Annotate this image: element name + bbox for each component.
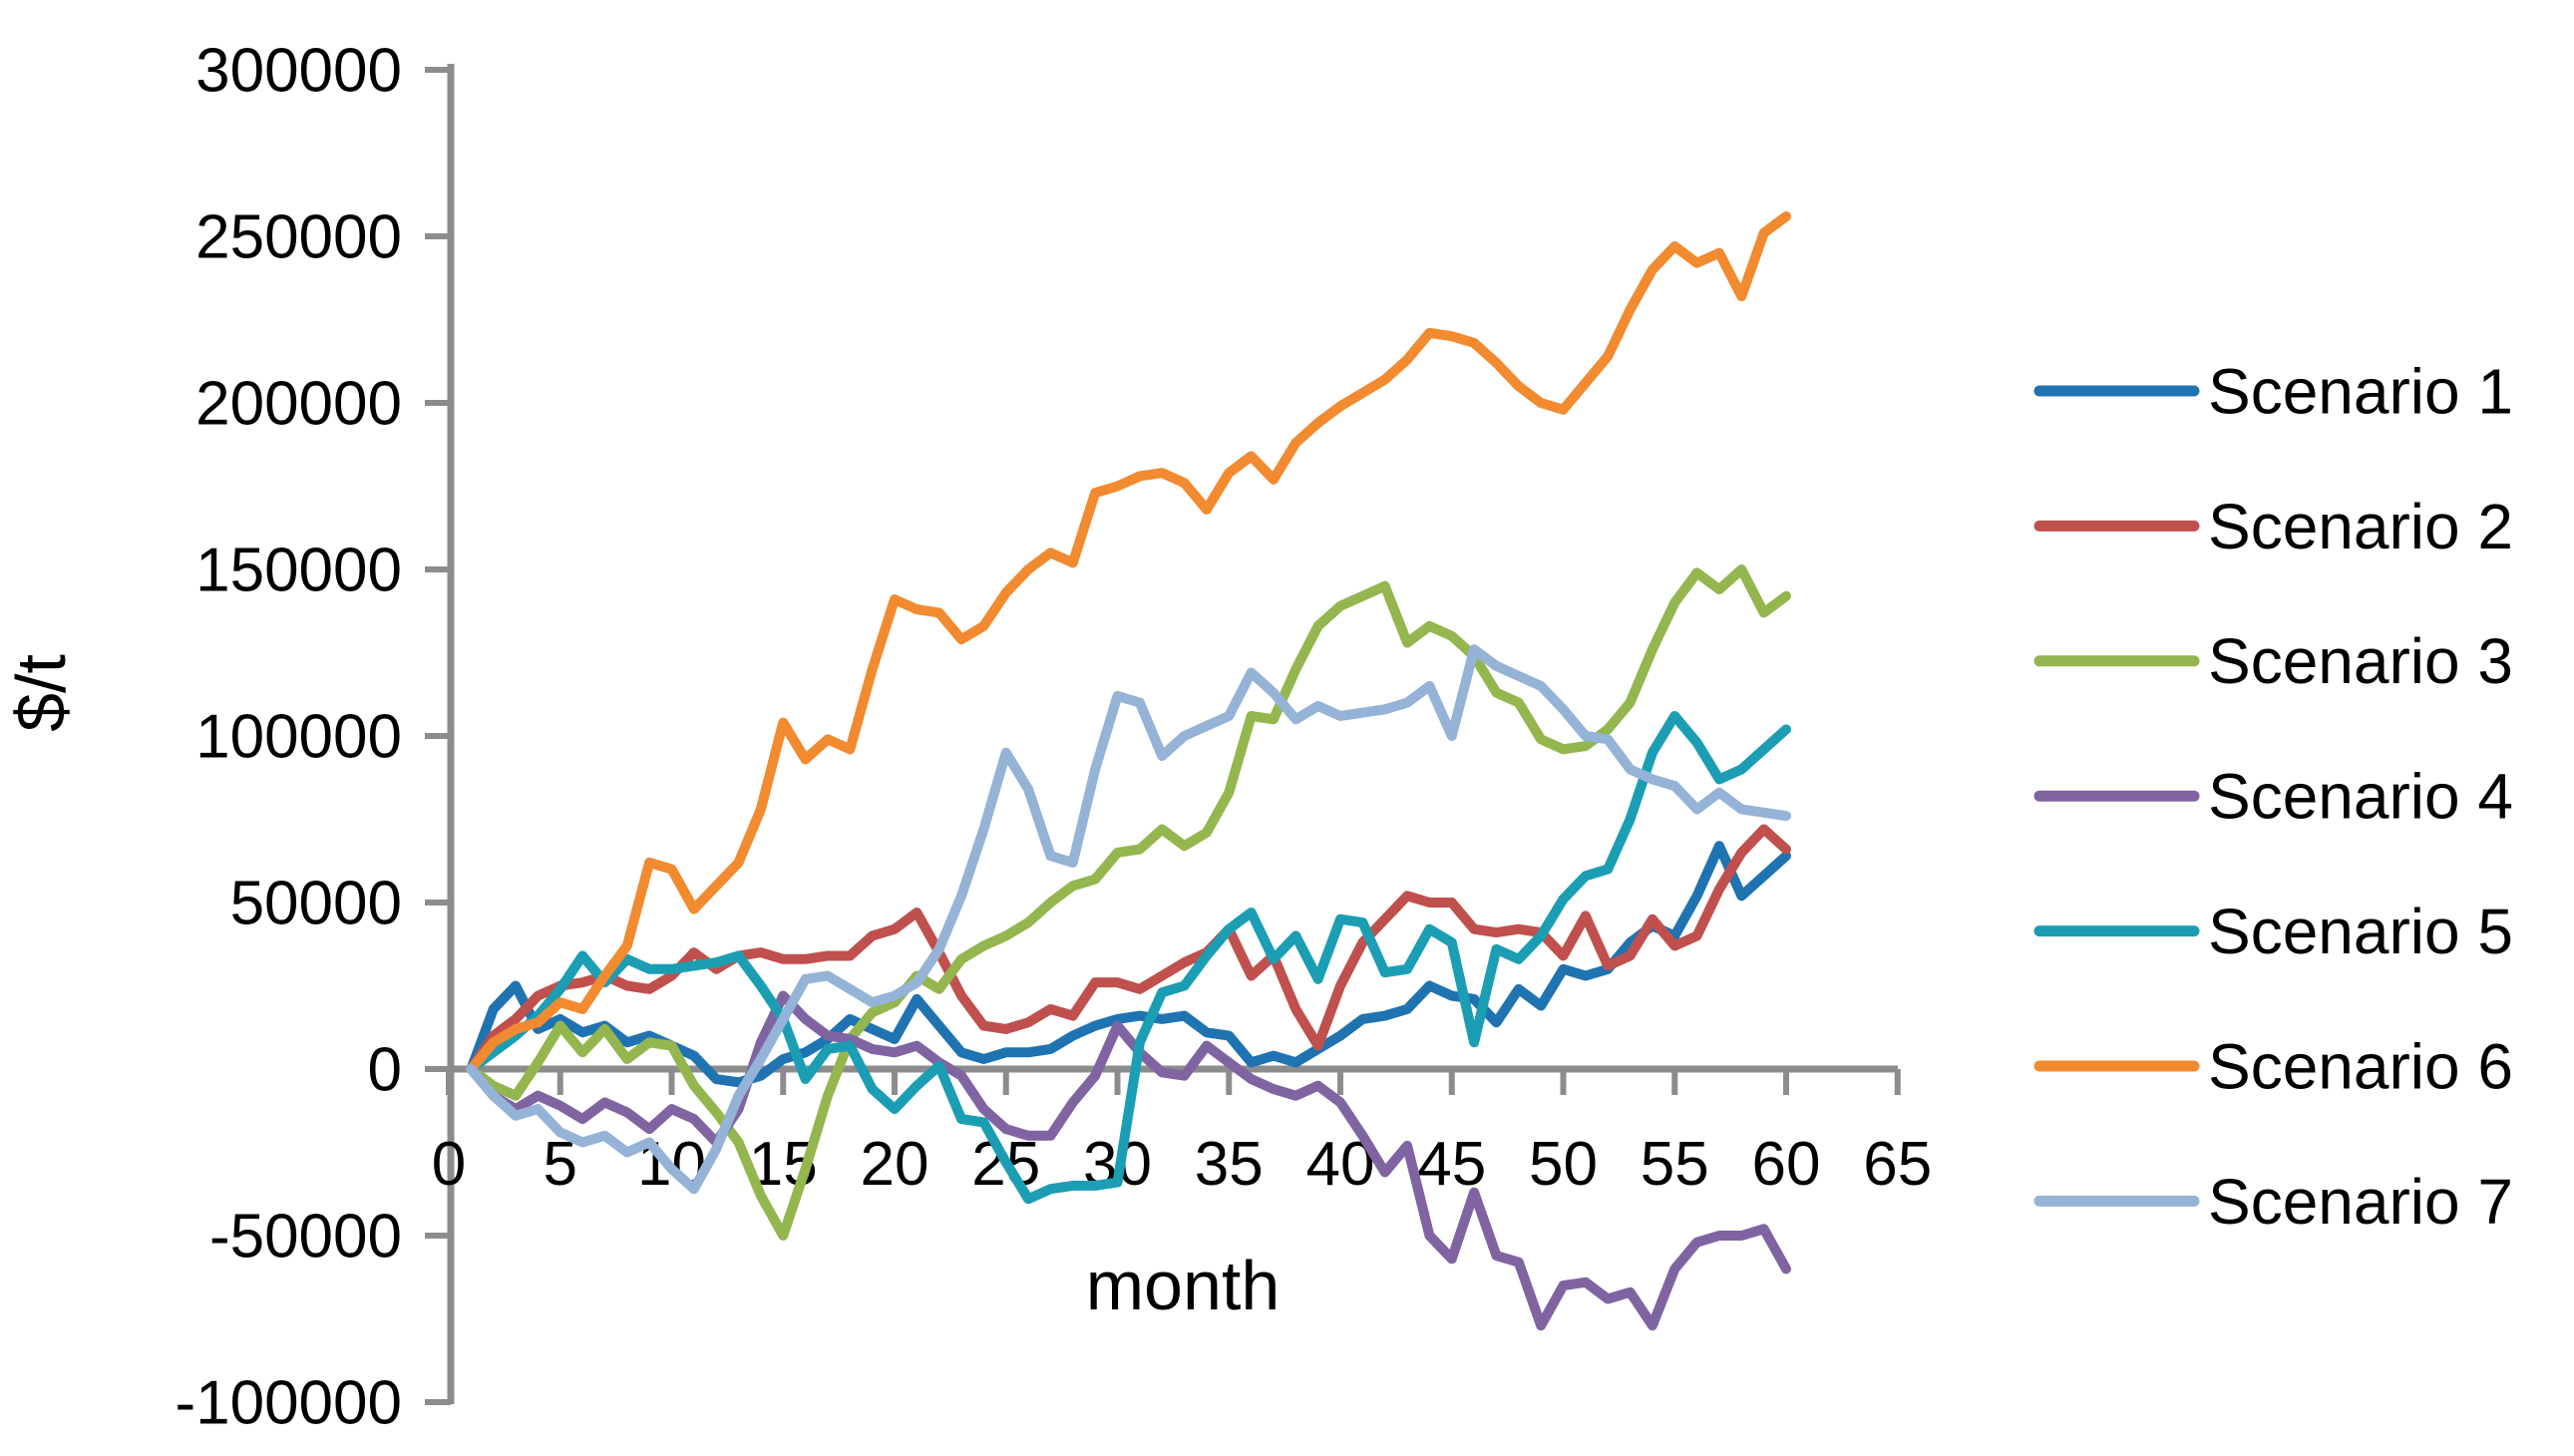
y-tick-label: 250000 [195, 203, 402, 272]
axes-layer: 300000 250000 200000 150000 100000 50000 0 -500… [175, 37, 1932, 1438]
y-axis-title: $/t [2, 654, 80, 732]
series-line-scenario-1 [466, 841, 1791, 1088]
series-line-scenario-2 [466, 824, 1791, 1074]
series-line-scenario-7 [466, 644, 1791, 1195]
x-tick-label: 65 [1863, 1130, 1932, 1199]
legend-label-scenario-3: Scenario 3 [2208, 625, 2513, 697]
x-tick-label: 50 [1529, 1130, 1598, 1199]
legend: Scenario 1 Scenario 2 Scenario 3 Scenario 4… [2033, 355, 2513, 1238]
legend-label-scenario-6: Scenario 6 [2208, 1030, 2513, 1102]
x-tick-label: 0 [432, 1130, 466, 1199]
y-tick-label: 100000 [195, 703, 402, 772]
series-line-scenario-6 [466, 210, 1791, 1074]
legend-label-scenario-4: Scenario 4 [2208, 761, 2513, 833]
y-tick-label: 300000 [195, 37, 402, 106]
x-tick-label: 55 [1641, 1130, 1709, 1199]
x-axis-title: month [1086, 1247, 1281, 1324]
x-tick-label: 45 [1417, 1130, 1486, 1199]
series-line-scenario-5 [466, 710, 1791, 1205]
y-tick-label: 200000 [195, 370, 402, 439]
series-line-scenario-4 [466, 990, 1791, 1331]
legend-label-scenario-1: Scenario 1 [2208, 355, 2513, 427]
y-tick-label: 150000 [195, 537, 402, 605]
y-tick-label: 50000 [230, 870, 402, 938]
x-tick-label: 35 [1195, 1130, 1264, 1199]
x-tick-label: 60 [1752, 1130, 1821, 1199]
legend-label-scenario-5: Scenario 5 [2208, 896, 2513, 967]
y-tick-label: -50000 [209, 1203, 402, 1272]
x-tick-label: 20 [861, 1130, 929, 1199]
legend-label-scenario-2: Scenario 2 [2208, 491, 2513, 562]
y-tick-label: 0 [368, 1036, 402, 1105]
y-tick-label: -100000 [175, 1369, 402, 1438]
legend-label-scenario-7: Scenario 7 [2208, 1166, 2513, 1238]
series-layer [466, 210, 1791, 1331]
series-line-scenario-3 [466, 564, 1791, 1241]
